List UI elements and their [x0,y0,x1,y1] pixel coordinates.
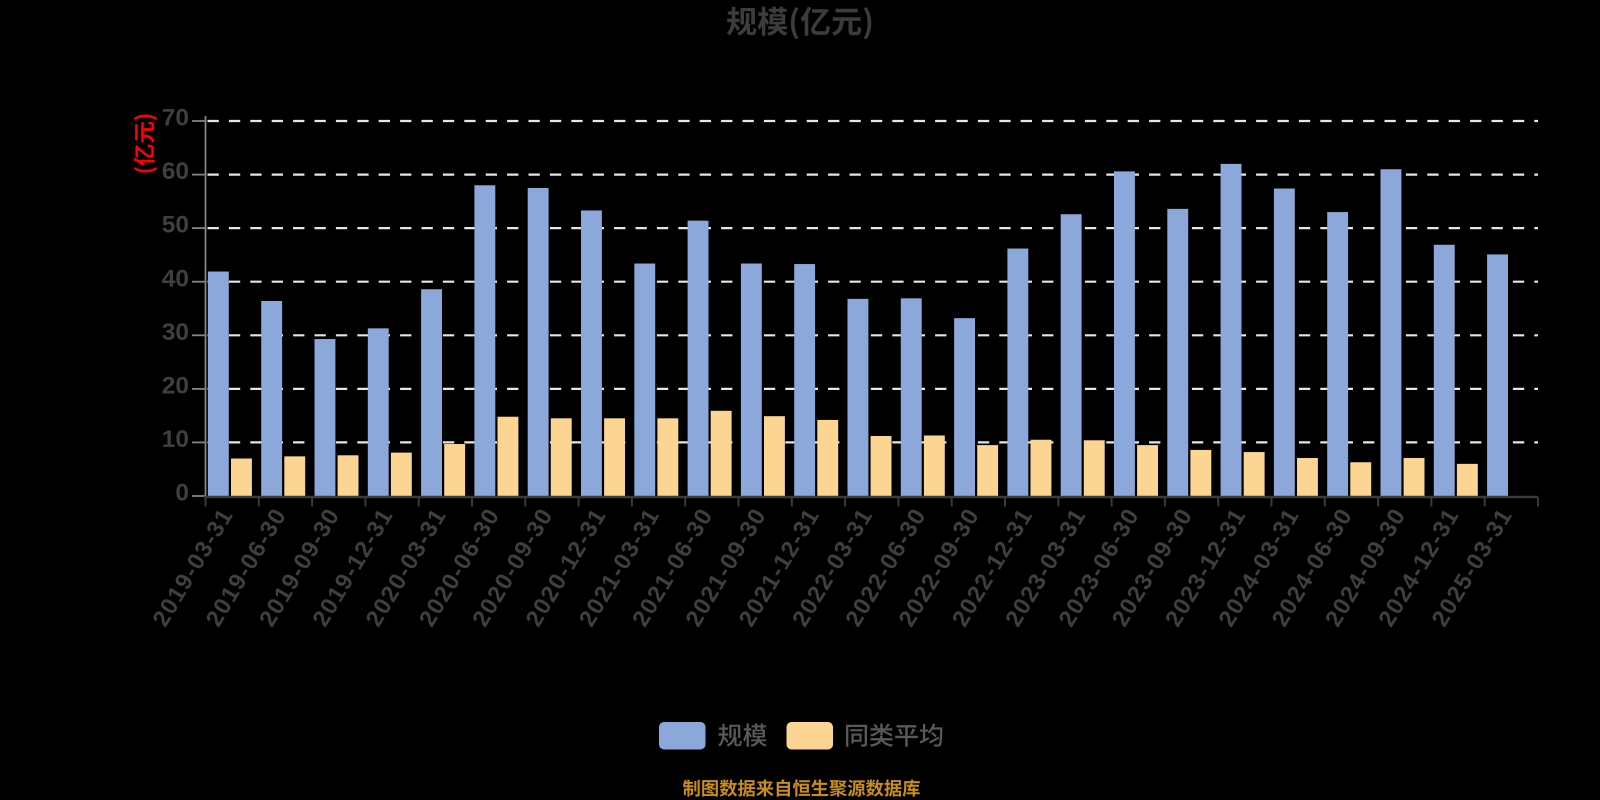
svg-text:20: 20 [162,373,189,400]
svg-text:30: 30 [162,319,189,346]
svg-text:0: 0 [175,480,189,507]
svg-text:70: 70 [162,105,189,132]
svg-text:40: 40 [162,265,189,292]
svg-text:10: 10 [162,426,189,453]
svg-text:50: 50 [162,212,189,239]
svg-text:60: 60 [162,158,189,185]
